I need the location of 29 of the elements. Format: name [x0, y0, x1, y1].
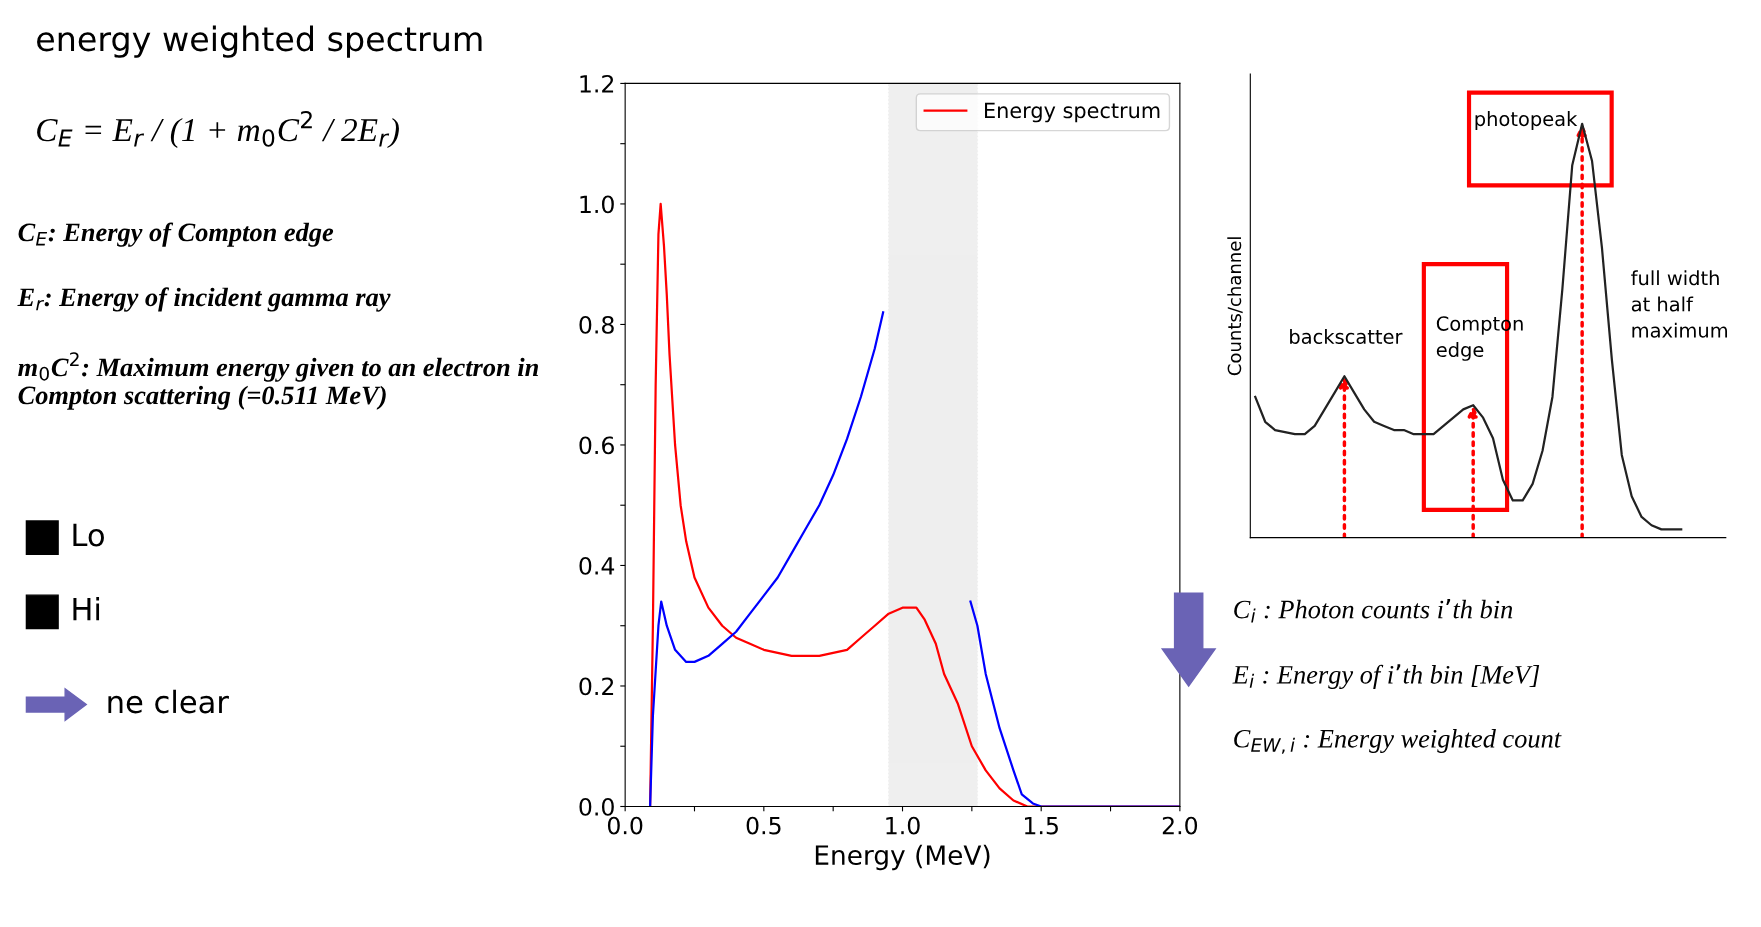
text: C$_{i}$ : Photon counts i’th bin — [1234, 598, 1513, 623]
text: E$_{i}$ : Energy of i’th bin [MeV] — [1232, 664, 1540, 690]
y-tick-label: 0.4 — [579, 556, 615, 575]
y-tick-label: 0.6 — [579, 436, 614, 455]
legend-label: Energy spectrum — [985, 102, 1160, 123]
y-tick-label: 0.2 — [579, 677, 614, 696]
text: C$_{EW,i}$ : Energy weighted count — [1234, 729, 1562, 754]
y-tick-label: 1.2 — [580, 74, 614, 93]
text: ne clear — [108, 689, 229, 714]
y-tick-label: 0.8 — [579, 315, 614, 334]
x-axis-title: Energy (MeV) — [815, 844, 990, 871]
y-axis-title: Counts/channel — [1227, 237, 1243, 376]
text: m$_{0}$C$^{2}$: Maximum energy given to an electron in Compton scattering (=0.511 MeV) — [18, 352, 539, 410]
text: E$_{r}$: Energy of incident gamma ray — [17, 287, 391, 312]
annotation: backscatter — [1290, 328, 1403, 344]
annotation: full width at half maximum — [1631, 270, 1728, 338]
x-tick-label: 1.5 — [1025, 816, 1058, 835]
annotation: photopeak — [1475, 111, 1578, 130]
text: C$_{E}$: Energy of Compton edge — [18, 222, 334, 247]
y-tick-label: 1.0 — [580, 195, 614, 214]
text: energy weighted spectrum — [37, 25, 482, 58]
x-tick-label: 0.5 — [746, 816, 781, 835]
x-tick-label: 0.0 — [607, 816, 643, 835]
text: Hi — [73, 597, 100, 621]
text: C$_{E}$ = E$_{r}$ / (1 + m$_{0}$C$^{2}$ / 2E$_{r}$) — [37, 110, 399, 149]
text: Lo — [73, 523, 104, 547]
x-tick-label: 1.0 — [886, 816, 920, 835]
y-tick-label: 0.0 — [579, 797, 614, 816]
x-tick-label: 2.0 — [1162, 816, 1198, 835]
